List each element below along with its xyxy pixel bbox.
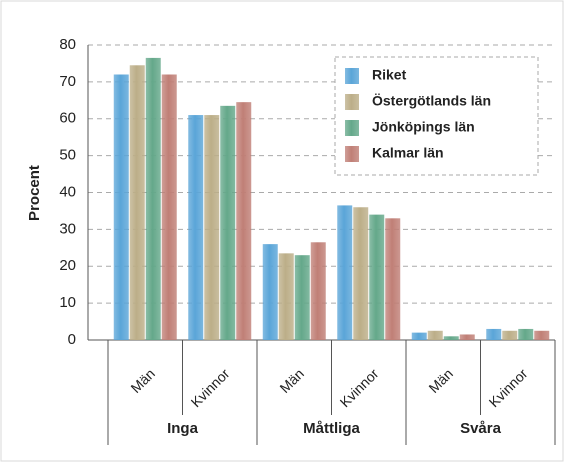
y-tick-label: 0 (68, 331, 76, 348)
y-tick-label: 30 (59, 220, 76, 237)
bar (502, 330, 518, 340)
legend-swatch (345, 68, 359, 84)
bar (385, 218, 401, 340)
bar (161, 74, 177, 340)
legend: Riket Östergötlands län Jönköpings län Kalm… (334, 56, 539, 176)
y-tick-label: 60 (59, 110, 76, 127)
group-label: Måttliga (303, 420, 360, 437)
bar (534, 330, 550, 340)
y-tick-label: 70 (59, 73, 76, 90)
group-label: Svåra (460, 420, 502, 437)
y-tick-label: 50 (59, 147, 76, 164)
bar (129, 65, 145, 340)
legend-box (334, 56, 539, 176)
bar (353, 207, 369, 340)
bar (427, 330, 443, 340)
group-label: Inga (167, 420, 198, 437)
bar (310, 242, 326, 340)
y-tick-label: 80 (59, 36, 76, 53)
bar (294, 255, 310, 340)
bar (145, 57, 161, 340)
legend-swatch (345, 120, 359, 136)
legend-label: Jönköpings län (372, 119, 475, 135)
legend-label: Kalmar län (372, 145, 444, 161)
y-tick-label: 40 (59, 183, 76, 200)
bar (278, 253, 294, 340)
y-tick-label: 10 (59, 294, 76, 311)
bar (204, 115, 220, 340)
legend-label: Riket (372, 67, 407, 83)
bar (337, 205, 353, 340)
bar (220, 105, 236, 340)
bar (411, 332, 427, 340)
bar (262, 244, 278, 340)
bar (443, 336, 459, 340)
legend-swatch (345, 146, 359, 162)
bar (459, 334, 475, 340)
y-axis-label: Procent (26, 165, 43, 221)
bar (188, 115, 204, 340)
bar (518, 328, 534, 340)
bar (486, 328, 502, 340)
bar (113, 74, 129, 340)
y-tick-label: 20 (59, 257, 76, 274)
legend-label: Östergötlands län (372, 93, 491, 109)
bar (369, 214, 385, 340)
legend-swatch (345, 94, 359, 110)
bar (236, 102, 252, 340)
